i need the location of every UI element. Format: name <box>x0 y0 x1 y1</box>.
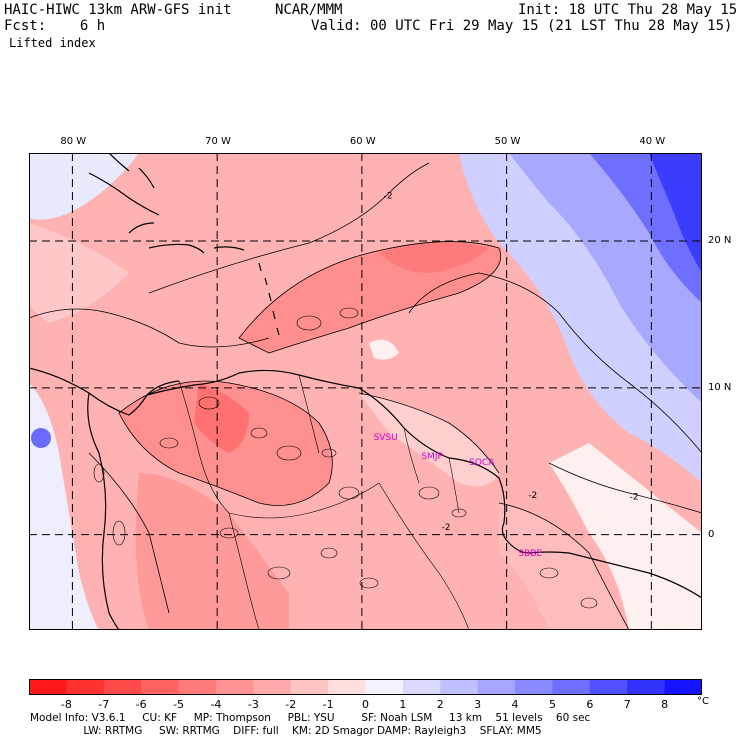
colorbar-unit: °C <box>697 696 709 707</box>
colorbar-segment <box>290 679 329 695</box>
station-label: SBBE <box>518 549 543 560</box>
colorbar-segment <box>66 679 105 695</box>
colorbar-label: -1 <box>322 698 334 711</box>
init-time: Init: 18 UTC Thu 28 May 15 <box>518 2 738 18</box>
colorbar-label: 3 <box>474 698 482 711</box>
colorbar-segment <box>627 679 666 695</box>
colorbar-segment <box>215 679 254 695</box>
colorbar-segment <box>328 679 366 695</box>
org-label: NCAR/MMM <box>275 2 343 18</box>
contour-label: -2 <box>630 492 639 502</box>
lifted-index-map: -2 -2 -2 -2 <box>29 153 702 630</box>
colorbar-segment <box>440 679 479 695</box>
colorbar-label: 1 <box>399 698 407 711</box>
colorbar-label: 6 <box>586 698 594 711</box>
colorbar-segment <box>477 679 516 695</box>
colorbar-label: 2 <box>436 698 444 711</box>
colorbar-label: 0 <box>362 698 369 711</box>
lat-tick-label: 0 <box>708 528 715 540</box>
colorbar-label: 4 <box>511 698 519 711</box>
colorbar-segment <box>141 679 180 695</box>
colorbar-segment <box>29 679 67 695</box>
lat-tick-label: 10 N <box>708 381 732 393</box>
lon-tick-label: 50 W <box>494 136 521 147</box>
contour-label: -2 <box>528 491 537 501</box>
colorbar-label: -2 <box>285 698 297 711</box>
colorbar-segment <box>253 679 292 695</box>
colorbar-label: -5 <box>173 698 185 711</box>
colorbar-label: -4 <box>210 698 222 711</box>
colorbar-segment <box>664 679 702 695</box>
colorbar-segment <box>103 679 142 695</box>
colorbar-label: 8 <box>661 698 669 711</box>
field-name: Lifted index <box>9 36 96 50</box>
model-info-line2: LW: RRTMG SW: RRTMG DIFF: full KM: 2D Sm… <box>30 725 542 737</box>
contour-label: -2 <box>384 191 393 201</box>
colorbar-label: 7 <box>623 698 631 711</box>
colorbar-segment <box>365 679 404 695</box>
colorbar-label: -8 <box>60 698 72 711</box>
valid-time: Valid: 00 UTC Fri 29 May 15 (21 LST Thu … <box>311 18 733 34</box>
colorbar-label: -6 <box>135 698 147 711</box>
colorbar-label: 5 <box>548 698 556 711</box>
forecast-hour: Fcst: 6 h <box>4 18 106 34</box>
lon-tick-label: 70 W <box>205 136 231 147</box>
station-label: SOCA <box>469 458 495 469</box>
colorbar-segment <box>589 679 628 695</box>
lon-tick-label: 80 W <box>60 136 87 147</box>
station-label: SVSU <box>373 433 398 444</box>
colorbar-label: -3 <box>247 698 259 711</box>
lon-tick-label: 60 W <box>349 136 376 147</box>
title-left: HAIC-HIWC 13km ARW-GFS init <box>4 2 232 18</box>
station-label: SMJP <box>421 452 443 463</box>
colorbar-segment <box>552 679 591 695</box>
lat-tick-label: 20 N <box>708 235 732 247</box>
colorbar-segment <box>178 679 217 695</box>
colorbar-label: -7 <box>98 698 110 711</box>
lon-tick-label: 40 W <box>639 136 666 147</box>
colorbar <box>29 679 702 695</box>
colorbar-segment <box>402 679 441 695</box>
model-info-line1: Model Info: V3.6.1 CU: KF MP: Thompson P… <box>30 712 591 724</box>
colorbar-segment <box>515 679 553 695</box>
contour-label: -2 <box>441 523 450 533</box>
